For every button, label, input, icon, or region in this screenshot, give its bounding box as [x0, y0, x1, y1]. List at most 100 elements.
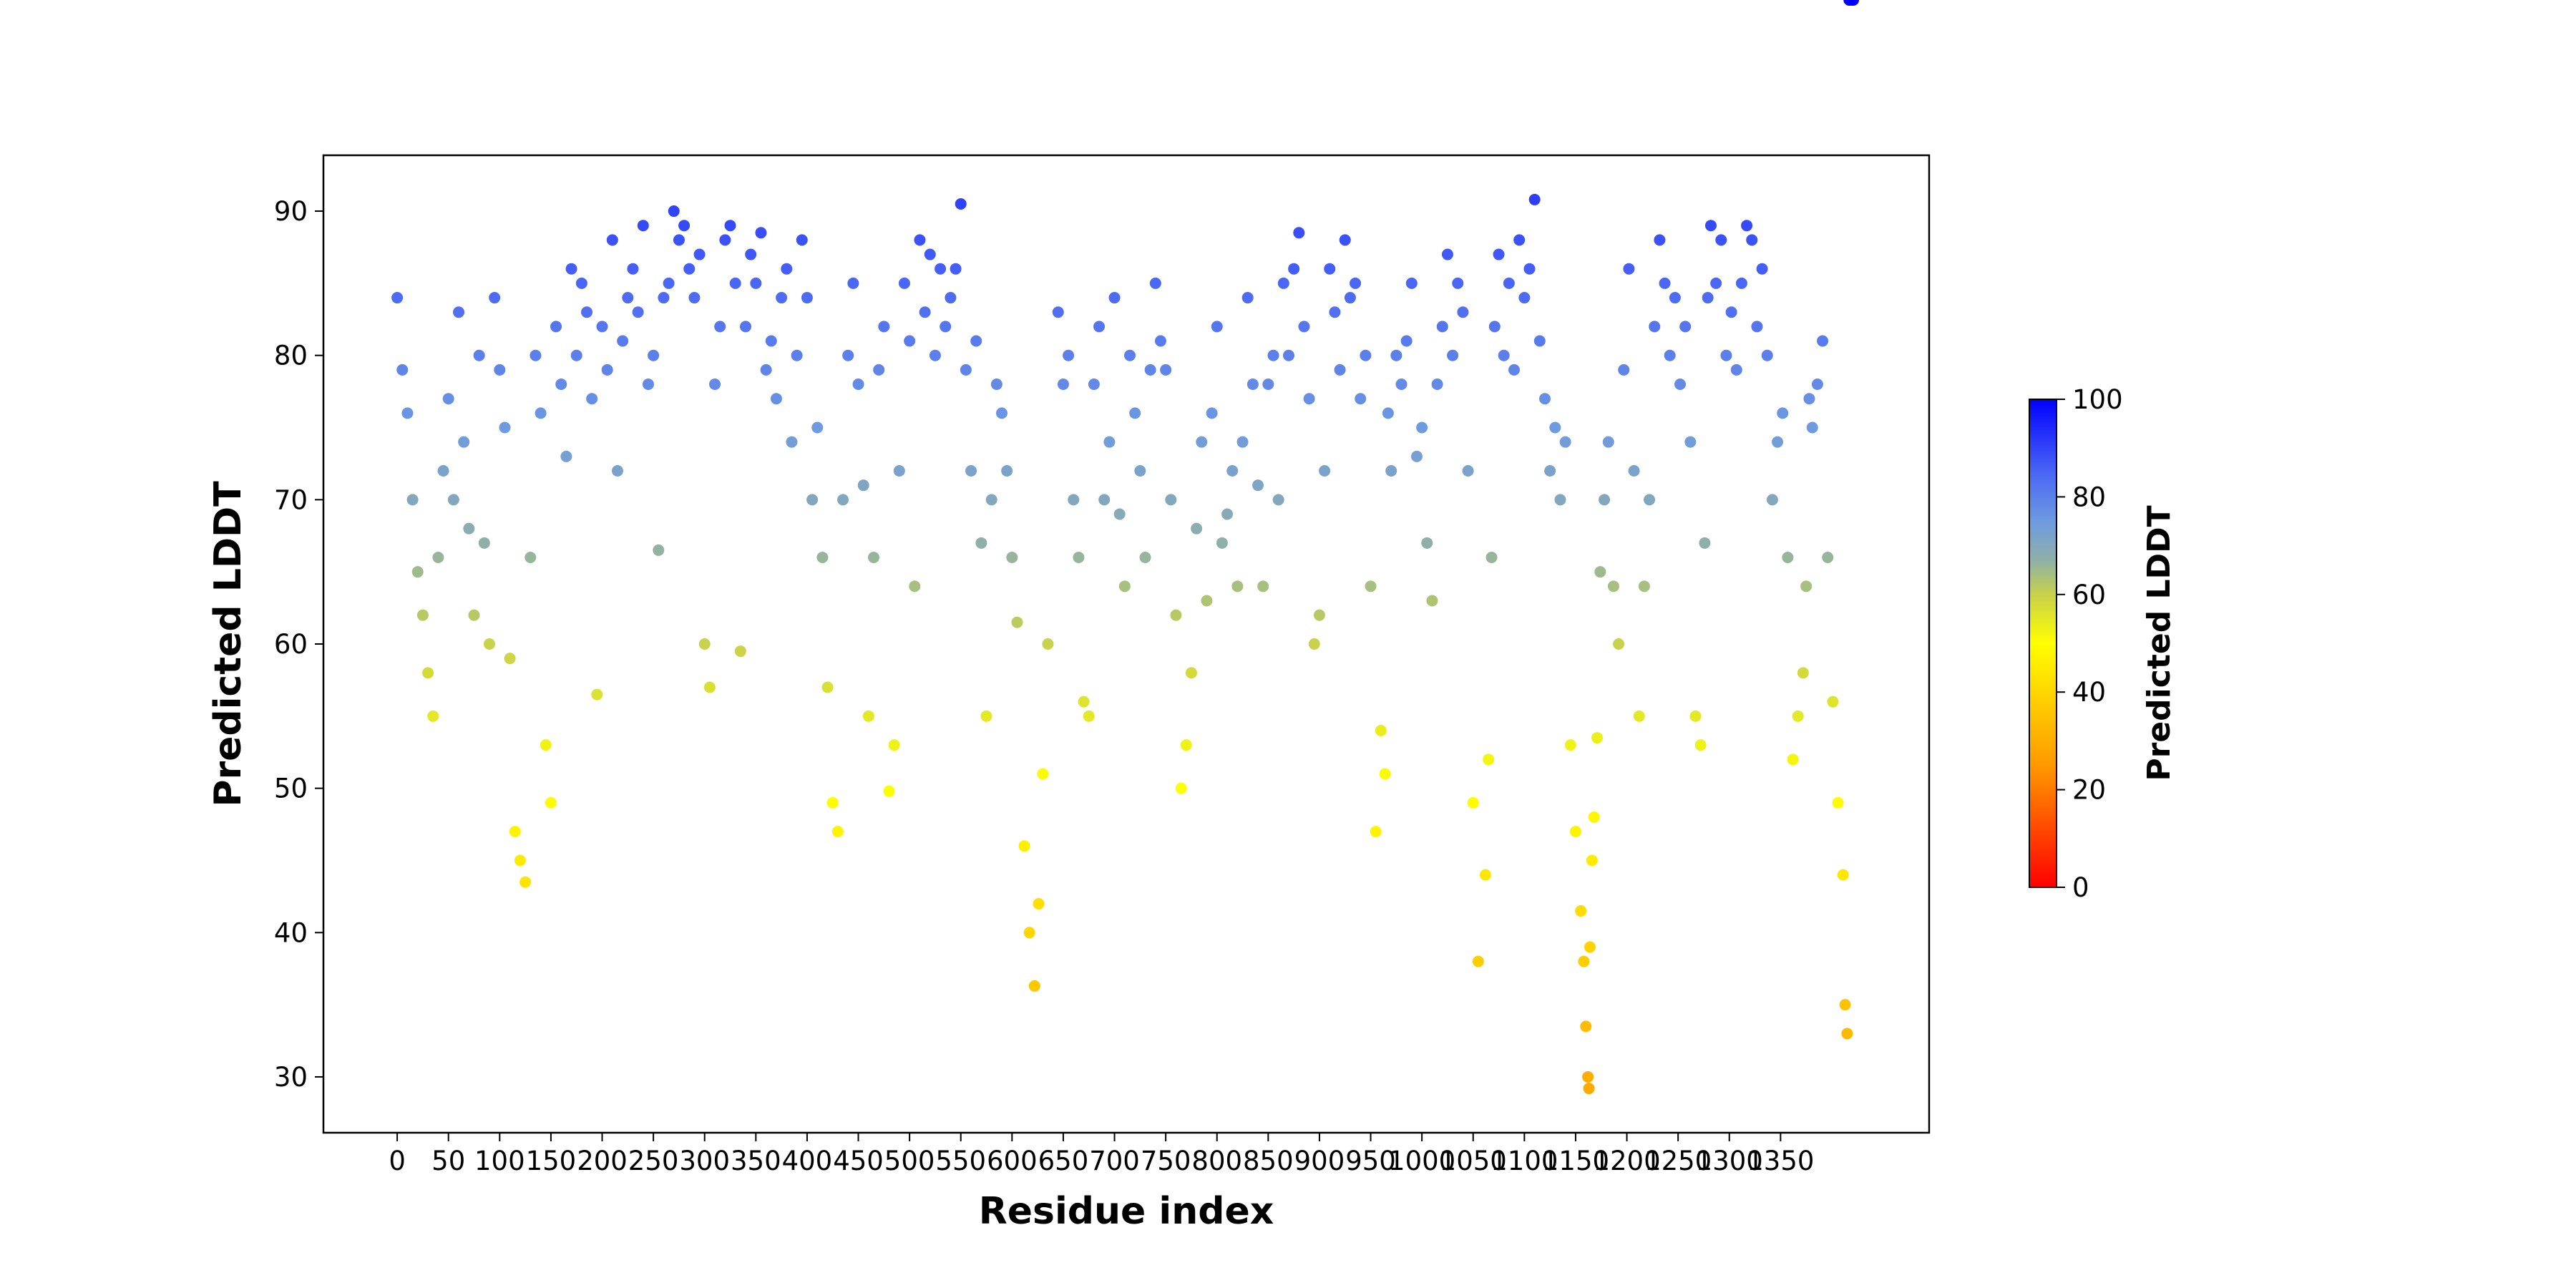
data-point — [1669, 292, 1681, 304]
data-point — [950, 263, 962, 275]
y-tick-label: 60 — [274, 629, 308, 660]
x-tick-label: 350 — [731, 1146, 781, 1176]
data-point — [1344, 292, 1356, 304]
data-point — [1584, 941, 1596, 953]
data-point — [1175, 782, 1187, 794]
data-point — [965, 465, 977, 477]
data-point — [1447, 349, 1459, 361]
data-point — [750, 277, 762, 289]
data-point — [1308, 638, 1320, 650]
data-point — [575, 277, 587, 289]
data-point — [1339, 234, 1351, 246]
data-point — [1689, 710, 1702, 722]
data-point — [1001, 465, 1013, 477]
data-point — [935, 263, 947, 275]
data-point — [709, 379, 721, 391]
data-point — [755, 227, 767, 239]
x-tick-label: 550 — [935, 1146, 986, 1176]
data-point — [826, 796, 839, 809]
data-point — [1267, 349, 1279, 361]
data-point — [416, 609, 429, 621]
x-tick-label: 300 — [679, 1146, 730, 1176]
colorbar — [2029, 399, 2057, 888]
y-axis-label: Predicted LDDT — [207, 481, 250, 807]
data-point — [1479, 869, 1491, 881]
data-point — [868, 552, 880, 564]
data-point — [1533, 335, 1546, 347]
data-point — [1303, 393, 1315, 405]
data-point — [1841, 1028, 1853, 1040]
data-point — [796, 234, 808, 246]
data-point — [1018, 840, 1030, 852]
x-tick-label: 1350 — [1747, 1146, 1814, 1176]
data-point — [1134, 465, 1146, 477]
data-point — [411, 566, 424, 578]
data-point — [975, 537, 987, 549]
y-tick-label: 30 — [274, 1062, 308, 1093]
data-point — [1462, 465, 1474, 477]
data-point — [770, 393, 782, 405]
data-point — [1124, 349, 1136, 361]
data-point — [1185, 667, 1197, 679]
data-point — [1108, 292, 1121, 304]
data-point — [1206, 407, 1218, 419]
data-point — [1395, 379, 1407, 391]
data-point — [1241, 292, 1254, 304]
data-point — [1098, 494, 1111, 506]
data-point — [1360, 349, 1372, 361]
data-point — [904, 335, 916, 347]
data-point — [1817, 335, 1829, 347]
y-axis-ticks: 30 40 50 60 70 80 90 — [274, 196, 323, 1093]
data-point — [1827, 696, 1839, 708]
data-point — [1839, 999, 1851, 1011]
data-point — [888, 739, 900, 751]
data-point — [1154, 335, 1166, 347]
data-point — [606, 234, 618, 246]
data-point — [1180, 739, 1192, 751]
y-tick-label: 70 — [274, 484, 308, 515]
data-point — [1782, 552, 1794, 564]
data-point — [719, 234, 731, 246]
data-point — [724, 220, 736, 232]
colorbar-tick-label: 0 — [2072, 872, 2089, 903]
data-point — [1792, 710, 1804, 722]
data-point — [816, 552, 829, 564]
data-point — [627, 263, 639, 275]
data-point — [1498, 349, 1510, 361]
data-point — [1674, 379, 1687, 391]
data-point — [591, 688, 603, 701]
data-point — [1837, 869, 1849, 881]
data-point — [1083, 710, 1095, 722]
data-point — [1028, 980, 1040, 992]
data-point — [632, 306, 644, 318]
data-point — [1334, 364, 1346, 376]
data-point — [940, 321, 952, 333]
data-point — [1365, 580, 1377, 592]
data-point — [924, 248, 936, 260]
data-point — [1216, 537, 1228, 549]
data-point — [1129, 407, 1141, 419]
data-point — [1602, 436, 1614, 448]
data-point — [821, 681, 834, 693]
x-tick-label: 650 — [1038, 1146, 1089, 1176]
data-point — [1628, 465, 1640, 477]
data-point — [1699, 537, 1711, 549]
data-point — [729, 277, 741, 289]
data-point — [401, 407, 414, 419]
data-point — [560, 450, 572, 462]
data-point — [678, 220, 691, 232]
data-point — [550, 321, 562, 333]
data-point — [1272, 494, 1284, 506]
data-point — [1832, 796, 1844, 809]
data-point — [909, 580, 921, 592]
data-point — [873, 364, 885, 376]
data-point — [1710, 277, 1722, 289]
data-point — [1599, 494, 1611, 506]
data-point — [1042, 638, 1054, 650]
data-point — [673, 234, 685, 246]
data-point — [1382, 407, 1394, 419]
data-point — [1037, 768, 1049, 780]
data-point — [494, 364, 506, 376]
data-point — [760, 364, 772, 376]
